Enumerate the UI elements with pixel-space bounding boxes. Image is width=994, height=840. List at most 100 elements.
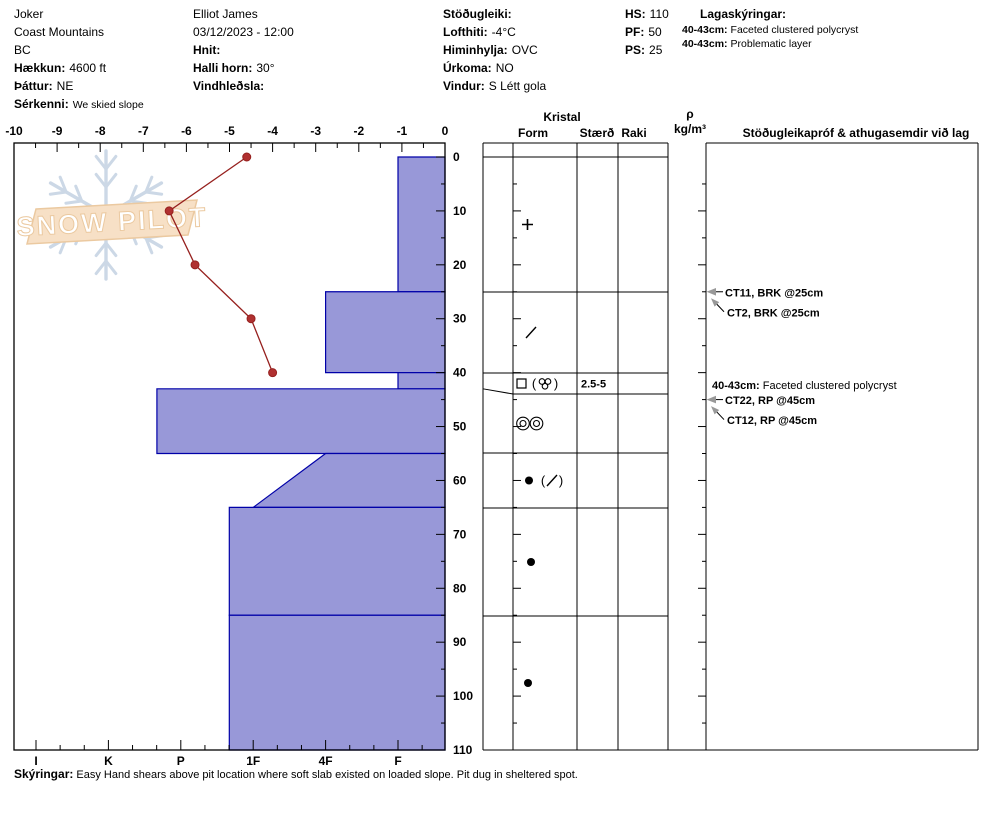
- test-arrow-head-icon: [706, 287, 716, 296]
- slope-angle-label: Halli horn:: [193, 61, 253, 75]
- layer-legend-range: 40-43cm:: [682, 24, 728, 36]
- temp-axis-tick-label: -2: [353, 124, 364, 138]
- wind-row: Vindur: S Létt gola: [443, 77, 546, 95]
- snowflake-branch-icon: [94, 241, 108, 258]
- temp-axis-tick-label: -9: [52, 124, 63, 138]
- header-layer-legend-block: Lagaskýringar: 40-43cm: Faceted clustered…: [682, 5, 858, 51]
- depth-tick-label: 60: [453, 473, 467, 487]
- snowflake-branch-icon: [94, 259, 108, 276]
- snowflake-branch-icon: [104, 259, 118, 276]
- temperature-line: [168, 156, 274, 373]
- temperature-point: [246, 314, 256, 324]
- temp-axis-tick-label: -1: [397, 124, 408, 138]
- observer-name: Elliot James: [193, 5, 294, 23]
- header-weather-block: Stöðugleiki: Lofthiti: -4°C Himinhylja: OV…: [443, 5, 546, 95]
- slope-angle-value: 30°: [256, 61, 275, 75]
- grain-form-cluster-icon: [544, 378, 552, 385]
- hardness-bar-layer: [397, 156, 446, 293]
- stability-test-result: CT2, BRK @25cm: [727, 307, 820, 319]
- slope-angle-row: Halli horn: 30°: [193, 59, 294, 77]
- hardness-axis-tick-label: 1F: [246, 754, 260, 768]
- grain-form-ring-icon: [532, 419, 541, 428]
- layer-legend-text: Problematic layer: [730, 38, 812, 50]
- air-temp-value: -4°C: [491, 25, 516, 39]
- size-column-header: Stærð: [580, 126, 615, 140]
- snowflake-branch-icon: [128, 184, 138, 203]
- temperature-point: [268, 368, 278, 378]
- header-depths-block: HS: 110 PF: 50 PS: 25: [625, 5, 669, 59]
- grain-form-cluster-icon: [538, 378, 546, 385]
- feature-row: Sérkenni: We skied slope: [14, 95, 144, 113]
- hardness-bar-layer: [251, 452, 446, 509]
- grain-form-cluster-icon: [541, 382, 549, 390]
- grain-form-ring-icon: [516, 416, 530, 431]
- aspect-row: Þáttur: NE: [14, 77, 144, 95]
- snowflake-branch-icon: [94, 172, 108, 189]
- snowflake-branch-icon: [104, 172, 118, 189]
- hardness-bar-layer: [156, 388, 446, 455]
- temp-axis-tick-label: 0: [442, 124, 449, 138]
- grain-form-ring-icon: [519, 419, 527, 428]
- pf-row: PF: 50: [625, 23, 669, 41]
- layer-note: 40-43cm: Faceted clustered polycryst: [712, 380, 897, 392]
- precip-label: Úrkoma:: [443, 61, 492, 75]
- grain-form-precipitation-particles-icon: [522, 219, 533, 230]
- depth-tick-label: 30: [453, 312, 467, 326]
- observation-date-text: 03/12/2023 - 12:00: [193, 25, 294, 39]
- wind-loading-label: Vindhleðsla:: [193, 79, 265, 93]
- pit-notes-text: Easy Hand shears above pit location wher…: [76, 769, 578, 781]
- hardness-bar-layer: [228, 614, 446, 751]
- kristal-header: Kristal: [543, 110, 580, 124]
- feature-value: We skied slope: [72, 99, 144, 111]
- grain-form-ring-icon: [529, 416, 544, 431]
- hs-value: 110: [649, 7, 669, 21]
- layer-legend-header-text: Lagaskýringar:: [700, 7, 787, 21]
- ps-row: PS: 25: [625, 41, 669, 59]
- hardness-bar-layer: [228, 506, 446, 616]
- layer-legend-text: Faceted clustered polycryst: [730, 24, 859, 36]
- elevation-label: Hækkun:: [14, 61, 66, 75]
- form-column-header: Form: [518, 126, 548, 140]
- snowflake-branch-icon: [104, 154, 118, 171]
- sky-cover-label: Himinhylja:: [443, 43, 508, 57]
- snowflake-branch-icon: [74, 184, 84, 203]
- sky-cover-row: Himinhylja: OVC: [443, 41, 546, 59]
- header-location-block: Joker Coast Mountains BC Hækkun: 4600 ft …: [14, 5, 144, 113]
- temperature-point: [190, 260, 200, 270]
- hardness-bar-layer: [397, 372, 446, 390]
- snowflake-branch-icon: [144, 236, 154, 255]
- grain-form-decomposing-fragments-icon: [525, 326, 537, 339]
- observation-date: 03/12/2023 - 12:00: [193, 23, 294, 41]
- hardness-bar-layer: [325, 291, 446, 374]
- aspect-value: NE: [56, 79, 74, 93]
- grain-form-rounded-grains-icon: [524, 679, 532, 687]
- grain-form-decomposing-fragments-icon: [546, 474, 558, 487]
- layer-legend-header: Lagaskýringar:: [700, 5, 858, 23]
- pit-notes: Skýringar: Easy Hand shears above pit lo…: [14, 767, 578, 781]
- snowflake-branch-icon: [144, 175, 154, 194]
- hardness-axis-tick-label: I: [34, 754, 37, 768]
- snowflake-branch-icon: [144, 190, 164, 196]
- region: BC: [14, 41, 144, 59]
- grain-form-paren: (: [532, 376, 537, 391]
- temperature-point: [242, 152, 252, 162]
- temperature-point: [164, 206, 174, 216]
- layer-note-range: 40-43cm:: [712, 380, 763, 392]
- grain-form-paren: ): [554, 376, 558, 391]
- grain-form-symbols: () 2.5-5 (): [516, 219, 606, 687]
- layer-legend-entry: 40-43cm: Problematic layer: [682, 37, 858, 51]
- thin-layer-connector: [482, 388, 514, 395]
- snowflake-branch-icon: [48, 190, 68, 196]
- test-arrow-head-icon: [706, 395, 716, 404]
- layer-legend-range: 40-43cm:: [682, 38, 728, 50]
- stability-label: Stöðugleiki:: [443, 7, 512, 21]
- pf-value: 50: [648, 25, 662, 39]
- stability-row: Stöðugleiki:: [443, 5, 546, 23]
- coordinates-label: Hnit:: [193, 43, 221, 57]
- elevation-value: 4600 ft: [69, 61, 107, 75]
- wind-label: Vindur:: [443, 79, 485, 93]
- hardness-axis-tick-label: P: [177, 754, 185, 768]
- density-header-unit: kg/m³: [674, 122, 706, 136]
- hs-label: HS:: [625, 7, 646, 21]
- test-arrow-head-icon: [711, 298, 720, 307]
